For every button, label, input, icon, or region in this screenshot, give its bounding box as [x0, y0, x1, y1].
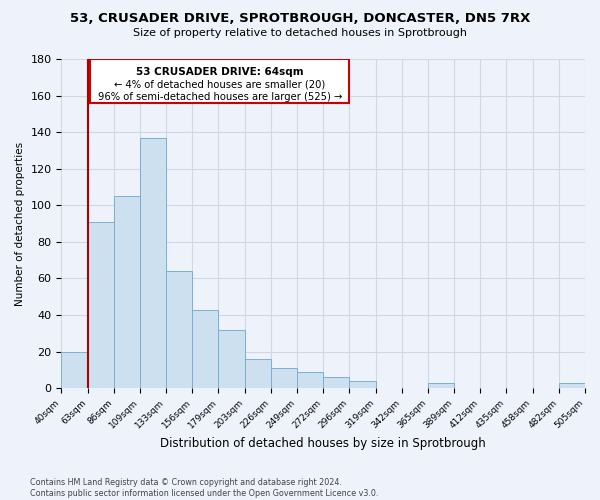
- Bar: [245, 359, 271, 388]
- Bar: [323, 378, 349, 388]
- FancyBboxPatch shape: [90, 59, 349, 103]
- Bar: [114, 196, 140, 388]
- Bar: [271, 368, 297, 388]
- Bar: [193, 310, 218, 388]
- Text: 53 CRUSADER DRIVE: 64sqm: 53 CRUSADER DRIVE: 64sqm: [136, 67, 304, 77]
- Bar: [349, 381, 376, 388]
- Bar: [166, 271, 193, 388]
- Bar: [61, 352, 88, 388]
- X-axis label: Distribution of detached houses by size in Sprotbrough: Distribution of detached houses by size …: [160, 437, 486, 450]
- Bar: [140, 138, 166, 388]
- Y-axis label: Number of detached properties: Number of detached properties: [15, 142, 25, 306]
- Text: Contains HM Land Registry data © Crown copyright and database right 2024.
Contai: Contains HM Land Registry data © Crown c…: [30, 478, 379, 498]
- Text: 53, CRUSADER DRIVE, SPROTBROUGH, DONCASTER, DN5 7RX: 53, CRUSADER DRIVE, SPROTBROUGH, DONCAST…: [70, 12, 530, 26]
- Bar: [88, 222, 114, 388]
- Bar: [297, 372, 323, 388]
- Bar: [218, 330, 245, 388]
- Bar: [428, 383, 454, 388]
- Text: 96% of semi-detached houses are larger (525) →: 96% of semi-detached houses are larger (…: [98, 92, 342, 102]
- Bar: [559, 383, 585, 388]
- Text: ← 4% of detached houses are smaller (20): ← 4% of detached houses are smaller (20): [114, 80, 325, 90]
- Text: Size of property relative to detached houses in Sprotbrough: Size of property relative to detached ho…: [133, 28, 467, 38]
